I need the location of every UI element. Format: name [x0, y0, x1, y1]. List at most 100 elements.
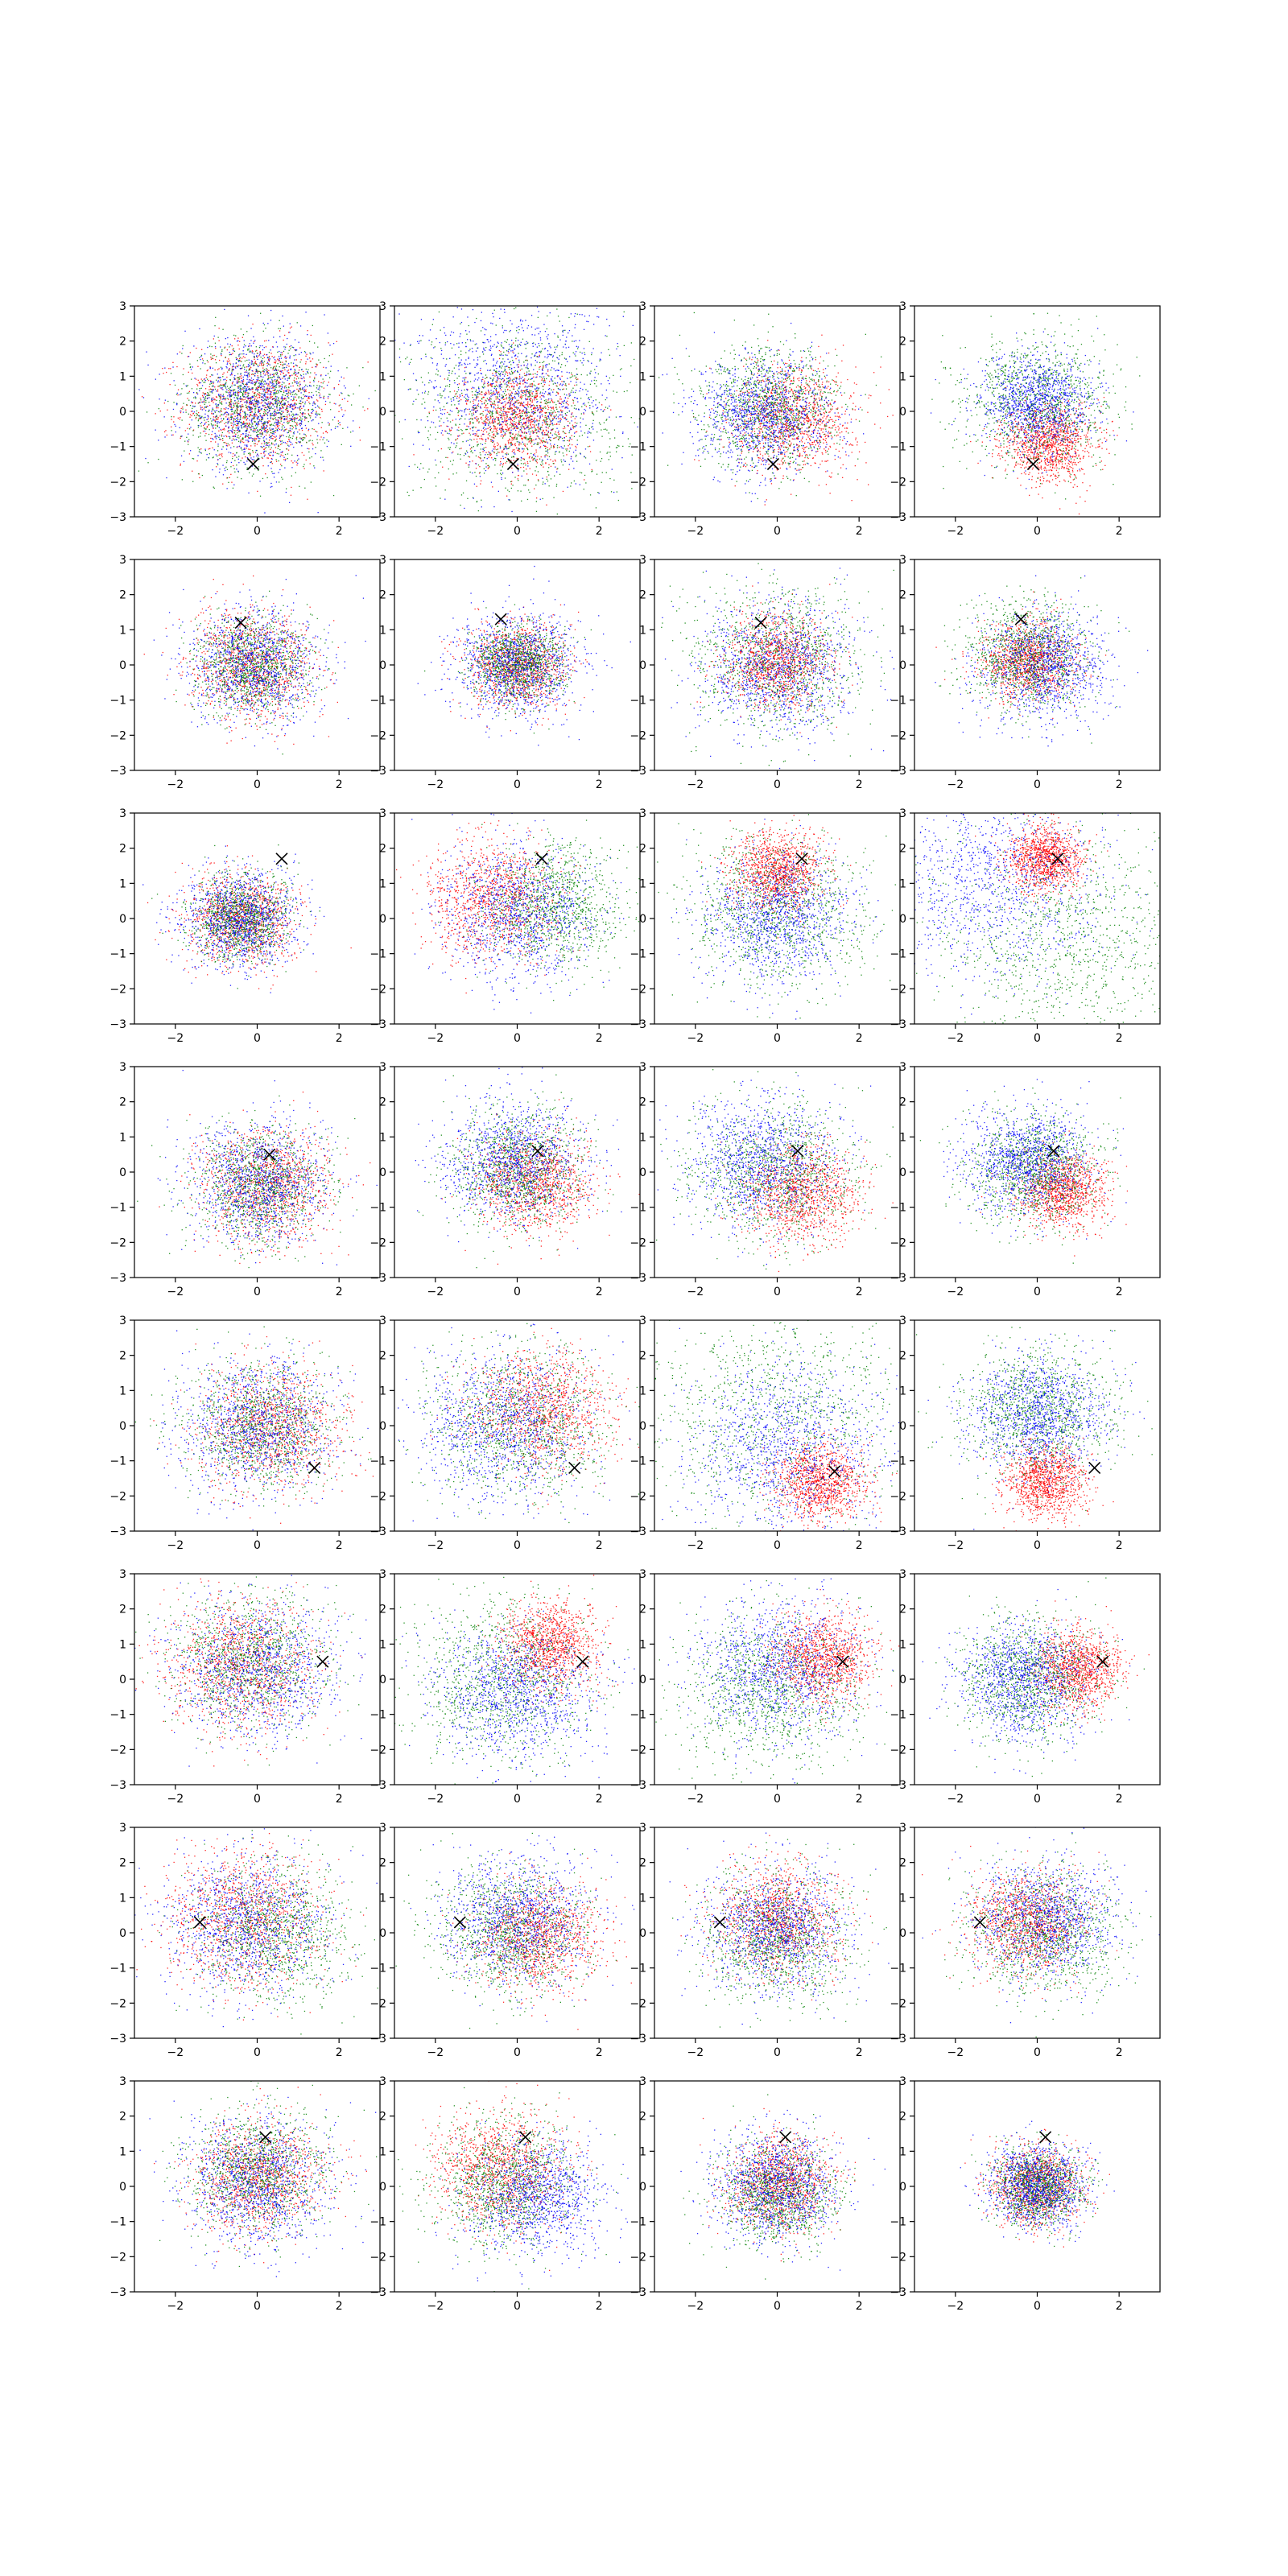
scatter-point: [225, 416, 226, 417]
scatter-point: [547, 399, 548, 400]
scatter-point: [264, 512, 265, 513]
scatter-point: [550, 440, 551, 441]
scatter-point: [481, 430, 482, 431]
scatter-point: [257, 380, 258, 381]
scatter-point: [224, 309, 225, 310]
scatter-point: [432, 324, 433, 325]
scatter-point: [504, 417, 505, 418]
scatter-point: [284, 376, 285, 377]
scatter-point: [234, 432, 235, 433]
scatter-point: [196, 389, 197, 390]
y-tick-label: −3: [109, 511, 126, 524]
scatter-point: [628, 438, 629, 439]
scatter-point: [272, 377, 273, 378]
scatter-point: [548, 464, 549, 465]
scatter-point: [222, 464, 223, 465]
scatter-points: [108, 295, 391, 538]
scatter-point: [300, 425, 301, 426]
scatter-point: [285, 395, 286, 396]
scatter-point: [315, 453, 316, 454]
scatter-point: [573, 402, 574, 403]
scatter-point: [525, 395, 526, 396]
scatter-point: [549, 424, 550, 425]
scatter-point: [217, 446, 218, 447]
scatter-point: [314, 468, 315, 469]
scatter-point: [608, 349, 609, 350]
scatter-point: [271, 471, 272, 472]
scatter-point: [264, 399, 265, 400]
scatter-point: [224, 398, 225, 399]
scatter-point: [320, 375, 321, 376]
scatter-point: [233, 406, 234, 407]
series-red: [108, 295, 369, 538]
scatter-point: [265, 397, 266, 398]
scatter-point: [325, 404, 326, 405]
scatter-point: [607, 293, 608, 294]
scatter-point: [524, 436, 525, 437]
scatter-point: [282, 435, 283, 436]
scatter-point: [216, 356, 217, 357]
scatter-point: [466, 403, 467, 404]
scatter-point: [549, 448, 550, 449]
scatter-point: [630, 365, 631, 366]
scatter-point: [200, 423, 201, 424]
scatter-point: [270, 310, 271, 311]
scatter-point: [300, 412, 301, 413]
scatter-point: [314, 429, 315, 430]
scatter-point: [484, 381, 485, 382]
scatter-point: [277, 424, 278, 425]
scatter-point: [505, 405, 506, 406]
scatter-point: [295, 414, 296, 415]
scatter-point: [605, 399, 606, 400]
scatter-point: [255, 403, 256, 404]
scatter-point: [231, 372, 232, 373]
scatter-point: [198, 415, 199, 416]
scatter-point: [460, 351, 461, 352]
scatter-point: [496, 417, 497, 418]
scatter-point: [312, 444, 313, 445]
scatter-point: [257, 429, 258, 430]
scatter-point: [215, 436, 216, 437]
scatter-point: [516, 401, 517, 402]
scatter-point: [308, 448, 309, 449]
scatter-point: [198, 473, 199, 474]
scatter-point: [192, 435, 193, 436]
scatter-point: [206, 377, 207, 378]
scatter-point: [283, 340, 284, 341]
scatter-point: [242, 394, 243, 395]
scatter-point: [252, 426, 253, 427]
scatter-point: [251, 403, 252, 404]
scatter-point: [259, 419, 260, 420]
scatter-point: [272, 435, 273, 436]
scatter-point: [287, 378, 288, 379]
scatter-point: [513, 456, 514, 457]
scatter-point: [529, 492, 530, 493]
scatter-point: [210, 438, 211, 439]
scatter-point: [228, 421, 229, 422]
scatter-point: [209, 453, 210, 454]
scatter-point: [272, 433, 273, 434]
scatter-point: [224, 373, 225, 374]
scatter-point: [273, 375, 274, 376]
scatter-point: [201, 416, 202, 417]
scatter-point: [196, 415, 197, 416]
scatter-point: [512, 352, 513, 353]
scatter-point: [507, 389, 508, 390]
scatter-point: [275, 368, 276, 369]
scatter-point: [364, 410, 365, 411]
scatter-point: [234, 455, 235, 456]
scatter-point: [261, 436, 262, 437]
scatter-point: [522, 438, 523, 439]
scatter-point: [302, 416, 303, 417]
scatter-point: [285, 460, 286, 461]
scatter-point: [526, 360, 527, 361]
scatter-point: [237, 395, 238, 396]
scatter-point: [485, 406, 486, 407]
scatter-point: [267, 388, 268, 389]
scatter-point: [490, 401, 491, 402]
scatter-point: [229, 379, 230, 380]
scatter-point: [278, 446, 279, 447]
scatter-point: [265, 394, 266, 395]
scatter-point: [267, 403, 268, 404]
scatter-point: [468, 400, 469, 401]
